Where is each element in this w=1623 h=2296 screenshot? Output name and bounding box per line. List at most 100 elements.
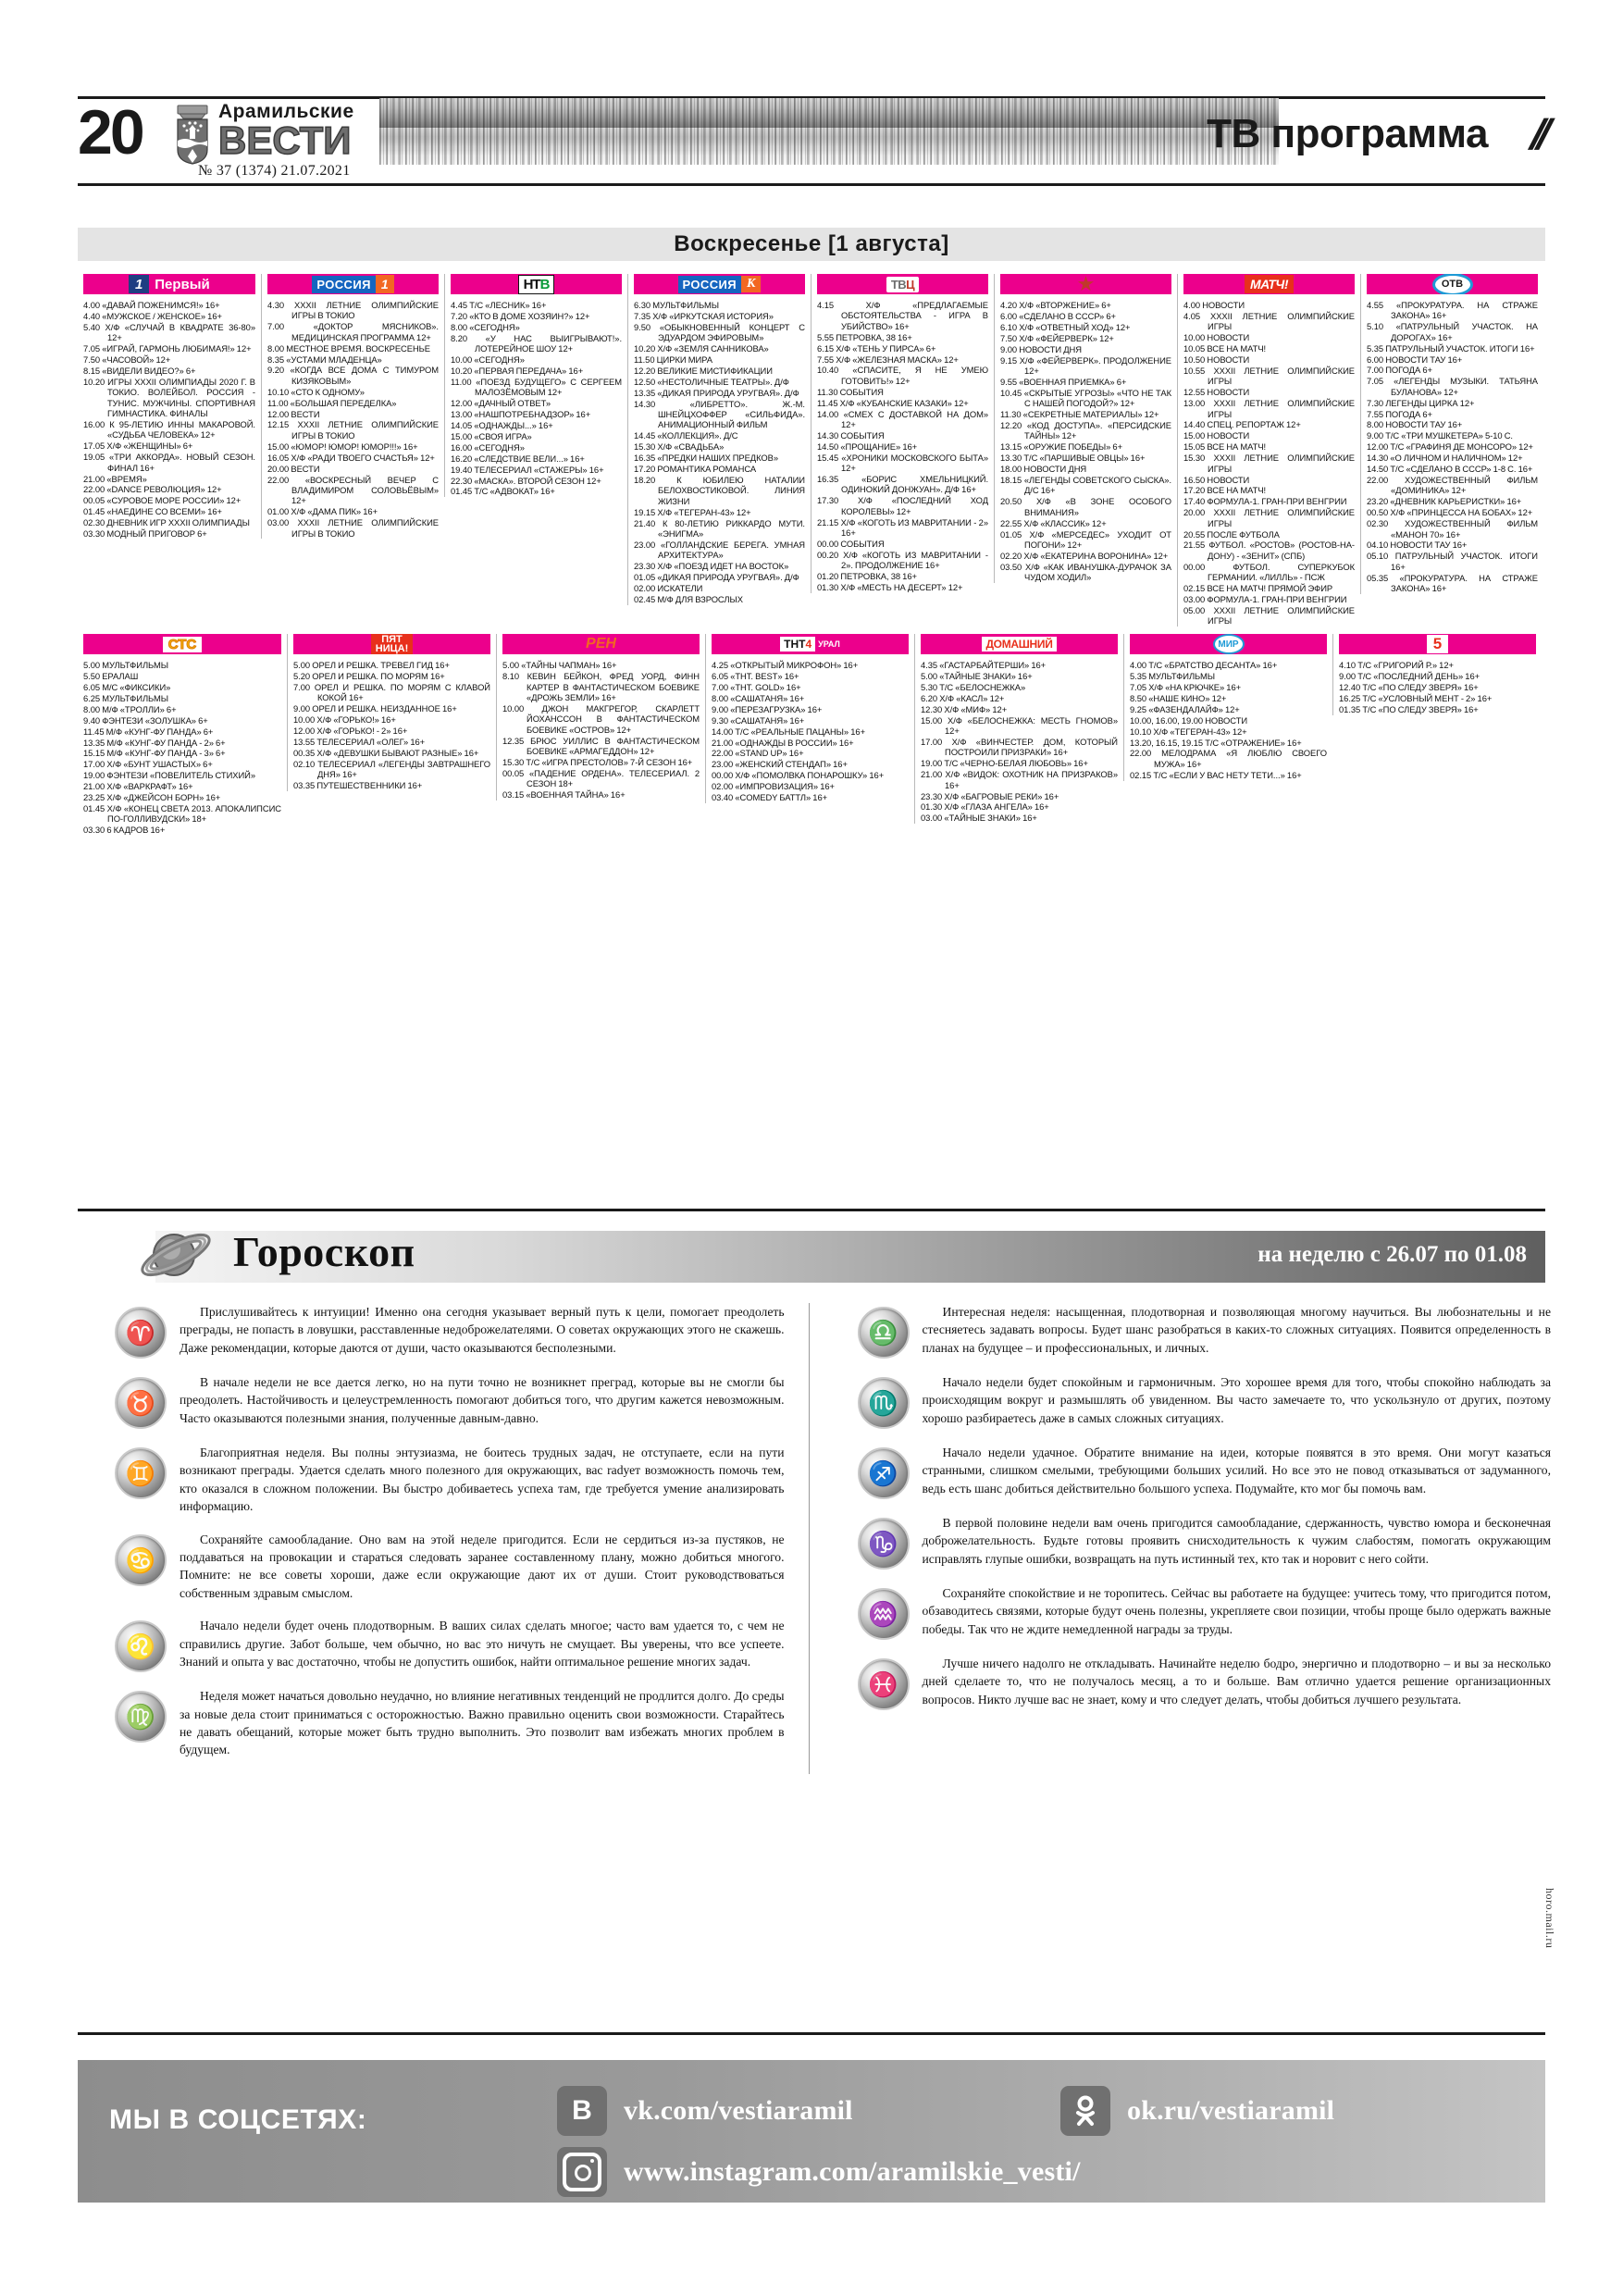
program-item: 15.05 ВСЕ НА МАТЧ! — [1183, 441, 1267, 453]
program-item: 9.30 «САШАТАНЯ» 16+ — [712, 714, 805, 726]
program-item: 16.05 Х/Ф «РАДИ ТВОЕГО СЧАСТЬЯ» 12+ — [267, 452, 435, 463]
program-item: 02.30 ХУДОЖЕСТВЕННЫЙ ФИЛЬМ «МАНОН 70» 16… — [1367, 518, 1538, 540]
five-tv-logo[interactable]: 5 — [1339, 634, 1536, 655]
aries-icon: ♈ — [115, 1307, 167, 1359]
gemini-icon: ♊ — [115, 1447, 167, 1499]
tvc-logo[interactable]: ТВЦ — [817, 274, 988, 294]
program-item: 5.50 ЕРАЛАШ — [83, 671, 139, 682]
pyatnica-logo[interactable]: ПЯТ НИЦА! — [293, 634, 490, 655]
horoscope-title: Гороскоп — [233, 1228, 415, 1275]
day-heading-label: Воскресенье [1 августа] — [674, 231, 949, 256]
domashny-logo[interactable]: ДОМАШНИЙ — [921, 634, 1118, 655]
program-item: 03.15 «ВОЕННАЯ ТАЙНА» 16+ — [502, 789, 626, 800]
mir-logo[interactable]: МИР — [1130, 634, 1327, 655]
program-list: 4.35 «ГАСТАРБАЙТЕРШИ» 16+ 5.00 «ТАЙНЫЕ ЗН… — [921, 660, 1118, 824]
program-item: 7.30 ЛЕГЕНДЫ ЦИРКА 12+ — [1367, 397, 1475, 408]
program-item: 23.30 Х/Ф «ПОЕЗД ИДЕТ НА ВОСТОК» — [634, 561, 789, 572]
program-item: 05.00 XXXII ЛЕТНИЕ ОЛИМПИЙСКИЕ ИГРЫ — [1183, 604, 1355, 627]
program-item: 13.35 М/Ф «КУНГ-ФУ ПАНДА - 2» 6+ — [83, 737, 226, 748]
social-link-ok[interactable]: ok.ru/vestiaramil — [1060, 2086, 1334, 2136]
program-item: 9.25 «ФАЗЕНДАЛАЙФ» 12+ — [1130, 703, 1240, 714]
program-item: 4.45 Т/С «ЛЕСНИК» 16+ — [451, 300, 547, 310]
program-item: 20.00 XXXII ЛЕТНИЕ ОЛИМПИЙСКИЕ ИГРЫ — [1183, 507, 1355, 528]
channel-column: ★ 4.20 Х/Ф «ВТОРЖЕНИЕ» 6+ 6.00 «СДЕЛАНО В … — [994, 274, 1177, 584]
program-item: 15.00 Х/Ф «БЕЛОСНЕЖКА: МЕСТЬ ГНОМОВ» 12+ — [921, 714, 1118, 737]
horoscope-entry: ♌ Начало недели будет очень плодотворным.… — [115, 1617, 785, 1673]
vk-url[interactable]: vk.com/vestiaramil — [624, 2095, 853, 2126]
program-item: 8.20 «У НАС ВЫИГРЫВАЮТ!». ЛОТЕРЕЙНОЕ ШОУ… — [451, 332, 622, 354]
program-list: 4.00 Т/С «БРАТСТВО ДЕСАНТА» 16+ 5.35 МУЛЬ… — [1130, 660, 1327, 780]
horoscope-text: Лучше ничего надолго не откладывать. Нач… — [922, 1657, 1551, 1706]
program-item: 6.10 Х/Ф «ОТВЕТНЫЙ ХОД» 12+ — [1000, 321, 1131, 332]
program-item: 16.00 «СЕГОДНЯ» — [451, 441, 525, 453]
program-item: 02.10 ТЕЛЕСЕРИАЛ «ЛЕГЕНДЫ ЗАВТРАШНЕГО ДН… — [293, 758, 490, 780]
horoscope-entry: ♏ Начало недели будет спокойным и гармони… — [857, 1373, 1551, 1429]
otv-logo[interactable]: ОТВ — [1367, 274, 1538, 294]
instagram-url[interactable]: www.instagram.com/aramilskie_vesti/ — [624, 2156, 1081, 2187]
channel-column: РЕН 5.00 «ТАЙНЫ ЧАПМАН» 16+ 8.10 КЕВИН БЕЙ… — [496, 634, 705, 800]
zvezda-star-logo[interactable]: ★ — [1000, 274, 1171, 294]
program-item: 03.50 Х/Ф «КАК ИВАНУШКА-ДУРАЧОК ЗА ЧУДОМ… — [1000, 561, 1171, 583]
match-tv-logo[interactable]: МАТЧ! — [1183, 274, 1355, 294]
program-item: 14.00 «СМЕХ С ДОСТАВКОЙ НА ДОМ» 12+ — [817, 408, 988, 429]
sts-logo[interactable]: СТС — [83, 634, 281, 655]
channel-name-text: НТВ — [517, 274, 555, 294]
program-item: 7.35 Х/Ф «ИРКУТСКАЯ ИСТОРИЯ» — [634, 310, 774, 321]
program-item: 19.15 Х/Ф «ТЕГЕРАН-43» 12+ — [634, 506, 751, 517]
star-icon: ★ — [1076, 274, 1096, 294]
program-item: 12.00 ВЕСТИ — [267, 408, 320, 419]
program-item: 16.00 К 95-ЛЕТИЮ ИННЫ МАКАРОВОЙ. «СУДЬБА… — [83, 418, 255, 441]
channel-column: ДОМАШНИЙ 4.35 «ГАСТАРБАЙТЕРШИ» 16+ 5.00 «Т… — [914, 634, 1123, 825]
rossiya-1-logo[interactable]: РОССИЯ 1 — [267, 274, 439, 294]
ok-url[interactable]: ok.ru/vestiaramil — [1127, 2095, 1335, 2126]
program-item: 22.00 «ВОСКРЕСНЫЙ ВЕЧЕР С ВЛАДИМИРОМ СОЛ… — [267, 474, 439, 506]
program-item: 12.40 Т/С «ПО СЛЕДУ ЗВЕРЯ» 16+ — [1339, 682, 1479, 692]
horoscope-entry: ♑ В первой половине недели вам очень приг… — [857, 1514, 1551, 1570]
horoscope-text: Благоприятная неделя. Вы полны энтузиазм… — [180, 1446, 785, 1514]
program-item: 12.50 «НЕСТОЛИЧНЫЕ ТЕАТРЫ». Д/Ф — [634, 376, 789, 387]
program-item: 10.05 ВСЕ НА МАТЧ! — [1183, 343, 1267, 354]
program-item: 5.10 «ПАТРУЛЬНЫЙ УЧАСТОК. НА ДОРОГАХ» 16… — [1367, 321, 1538, 342]
program-item: 00.20 Х/Ф «КОГОТЬ ИЗ МАВРИТАНИИ - 2». ПР… — [817, 549, 988, 571]
social-link-instagram[interactable]: www.instagram.com/aramilskie_vesti/ — [557, 2147, 1081, 2197]
program-item: 12.15 XXXII ЛЕТНИЕ ОЛИМПИЙСКИЕ ИГРЫ В ТО… — [267, 419, 439, 441]
program-item: 9.20 «КОГДА ВСЕ ДОМА С ТИМУРОМ КИЗЯКОВЫМ… — [267, 365, 439, 386]
program-item: 03.00 XXXII ЛЕТНИЕ ОЛИМПИЙСКИЕ ИГРЫ В ТО… — [267, 517, 439, 539]
program-item: 5.00 «ТАЙНЫ ЧАПМАН» 16+ — [502, 660, 617, 671]
program-item: 5.30 Т/С «БЕЛОСНЕЖКА» — [921, 682, 1026, 692]
program-item: 9.00 ОРЕЛ И РЕШКА. НЕИЗДАННОЕ 16+ — [293, 703, 457, 714]
program-item: 18.20 К ЮБИЛЕЮ НАТАЛИИ БЕЛОХВОСТИКОВОЙ. … — [634, 475, 805, 506]
horoscope-text: Прислушивайтесь к интуиции! Именно она с… — [180, 1305, 785, 1355]
program-item: 4.00 Т/С «БРАТСТВО ДЕСАНТА» 16+ — [1130, 660, 1278, 671]
capricorn-icon: ♑ — [857, 1518, 910, 1570]
pervy-kanal-logo[interactable]: 1 Первый — [83, 274, 255, 294]
taurus-icon: ♉ — [115, 1377, 167, 1429]
channel-column: 1 Первый 4.00 «ДАВАЙ ПОЖЕНИМСЯ!» 16+ 4.40 «… — [78, 274, 261, 540]
pisces-icon: ♓ — [857, 1658, 910, 1710]
horoscope-entry: ♉ В начале недели не все дается легко, но… — [115, 1373, 785, 1429]
program-item: 9.00 «ПЕРЕЗАГРУЗКА» 16+ — [712, 703, 823, 714]
program-item: 13.30 Т/С «ПАРШИВЫЕ ОВЦЫ» 16+ — [1000, 453, 1146, 464]
channel-name-text: ОТВ — [1431, 274, 1473, 294]
program-item: 12.00 «ДАЧНЫЙ ОТВЕТ» — [451, 398, 551, 409]
social-link-vk[interactable]: B vk.com/vestiaramil — [557, 2086, 853, 2136]
channel-column: ПЯТ НИЦА! 5.00 ОРЕЛ И РЕШКА. ТРЕВЕЛ ГИД 16… — [287, 634, 496, 792]
channel-name-text: Первый — [155, 276, 210, 292]
horoscope-entry: ♎ Интересная неделя: насыщенная, плодотво… — [857, 1303, 1551, 1359]
tnt-ural-logo[interactable]: ТНТ4 УРАЛ — [712, 634, 909, 655]
program-item: 01.05 Х/Ф «МЕРСЕДЕС» УХОДИТ ОТ ПОГОНИ» 1… — [1000, 528, 1171, 550]
program-list: 6.30 МУЛЬТФИЛЬМЫ 7.35 Х/Ф «ИРКУТСКАЯ ИСТО… — [634, 300, 805, 604]
program-item: 6.25 МУЛЬТФИЛЬМЫ — [83, 692, 168, 703]
program-item: 6.20 Х/Ф «КАСЛ» 12+ — [921, 692, 1005, 703]
issue-line: № 37 (1374) 21.07.2021 — [198, 163, 351, 179]
program-item: 6.05 «ТНТ. BEST» 16+ — [712, 671, 799, 682]
horoscope-entry: ♊ Благоприятная неделя. Вы полны энтузиаз… — [115, 1444, 785, 1516]
sagittarius-icon: ♐ — [857, 1447, 910, 1499]
rossiya-k-logo[interactable]: РОССИЯ К — [634, 274, 805, 294]
ntv-logo[interactable]: НТВ — [451, 274, 622, 294]
program-item: 4.25 «ОТКРЫТЫЙ МИКРОФОН» 16+ — [712, 660, 859, 671]
program-item: 11.50 ЦИРКИ МИРА — [634, 354, 712, 366]
ren-tv-logo[interactable]: РЕН — [502, 634, 700, 655]
program-item: 4.55 «ПРОКУРАТУРА. НА СТРАЖЕ ЗАКОНА» 16+ — [1367, 300, 1538, 321]
program-item: 01.35 Т/С «ПО СЛЕДУ ЗВЕРЯ» 16+ — [1339, 703, 1479, 714]
